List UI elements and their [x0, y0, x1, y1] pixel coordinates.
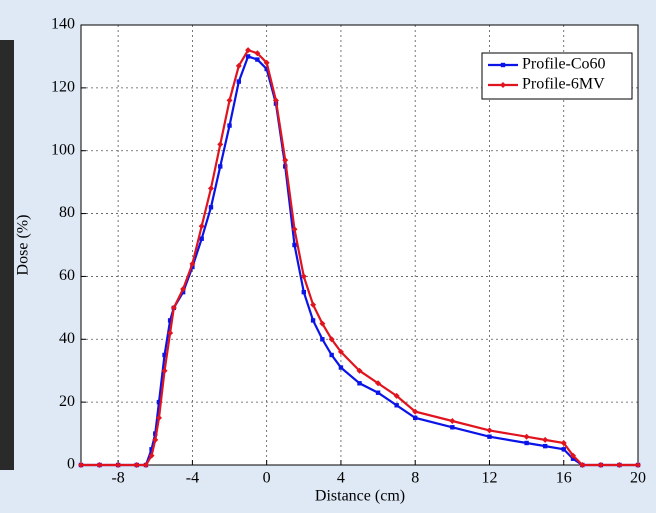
marker — [148, 452, 155, 459]
y-tick-label: 100 — [51, 141, 75, 158]
marker — [149, 447, 154, 452]
marker — [310, 301, 317, 308]
marker — [635, 462, 641, 468]
marker — [570, 452, 577, 459]
marker — [560, 440, 567, 446]
marker — [523, 433, 530, 440]
marker — [356, 367, 363, 374]
y-tick-label: 60 — [59, 267, 75, 284]
marker — [542, 436, 549, 443]
x-tick-label: -8 — [111, 470, 124, 487]
y-axis-label: Dose (%) — [15, 215, 32, 276]
marker — [264, 66, 269, 72]
x-tick-label: 16 — [556, 470, 572, 487]
y-tick-label: 120 — [51, 79, 75, 96]
marker — [561, 447, 566, 452]
marker — [156, 399, 162, 405]
marker — [272, 97, 279, 104]
x-tick-label: 0 — [263, 470, 271, 487]
x-tick-label: 12 — [481, 470, 497, 487]
marker — [161, 367, 168, 374]
marker — [218, 164, 223, 169]
marker — [394, 403, 399, 408]
x-tick-label: 8 — [411, 470, 419, 487]
marker — [208, 205, 214, 210]
marker — [133, 462, 140, 468]
legend-label: Profile-Co60 — [522, 56, 606, 73]
x-axis-label: Distance (cm) — [315, 488, 405, 505]
marker — [236, 79, 242, 84]
marker — [207, 185, 214, 192]
marker — [245, 54, 251, 59]
marker — [319, 320, 326, 327]
marker — [291, 226, 298, 233]
y-tick-label: 140 — [51, 16, 75, 33]
marker — [301, 289, 306, 295]
marker — [450, 425, 455, 430]
marker — [292, 242, 297, 248]
marker — [487, 434, 492, 439]
marker — [310, 318, 316, 323]
marker — [189, 260, 196, 267]
marker — [329, 352, 334, 358]
marker — [300, 273, 307, 280]
marker — [413, 415, 418, 421]
marker — [180, 286, 187, 292]
marker — [170, 304, 177, 311]
marker — [167, 318, 173, 323]
legend-label: Profile-6MV — [522, 76, 605, 93]
marker — [226, 97, 233, 104]
y-tick-label: 80 — [59, 204, 75, 221]
marker — [579, 462, 586, 468]
marker — [167, 330, 174, 336]
marker — [254, 50, 261, 57]
y-tick-label: 0 — [67, 456, 75, 473]
x-tick-label: -4 — [186, 470, 199, 487]
marker — [357, 381, 362, 386]
marker — [152, 436, 159, 443]
marker — [217, 141, 224, 148]
marker — [393, 392, 400, 399]
marker — [155, 414, 162, 421]
marker — [542, 443, 548, 449]
marker — [255, 57, 260, 62]
x-tick-label: 20 — [630, 470, 646, 487]
marker — [500, 62, 506, 68]
marker — [524, 440, 529, 446]
marker — [486, 427, 493, 434]
x-tick-label: 4 — [337, 470, 345, 487]
marker — [245, 47, 252, 54]
marker — [198, 223, 205, 230]
marker — [235, 62, 242, 69]
marker — [616, 462, 623, 468]
marker — [375, 380, 382, 387]
marker — [500, 82, 506, 88]
marker — [449, 418, 456, 424]
marker — [115, 462, 122, 468]
marker — [78, 462, 84, 468]
marker — [412, 408, 419, 415]
marker — [263, 59, 270, 66]
marker — [227, 123, 232, 128]
marker — [597, 462, 604, 468]
marker — [96, 462, 103, 468]
marker — [570, 456, 576, 461]
plot-frame — [80, 24, 639, 466]
marker — [162, 352, 167, 358]
side-strip — [0, 40, 14, 470]
marker — [142, 462, 149, 468]
marker — [337, 348, 344, 355]
y-tick-label: 20 — [59, 393, 75, 410]
marker — [320, 337, 325, 342]
marker — [199, 236, 204, 241]
y-tick-label: 40 — [59, 330, 75, 347]
marker — [338, 365, 344, 370]
legend-box — [481, 52, 633, 100]
marker — [328, 336, 335, 343]
marker — [282, 157, 289, 164]
marker — [180, 289, 186, 295]
marker — [375, 390, 381, 395]
